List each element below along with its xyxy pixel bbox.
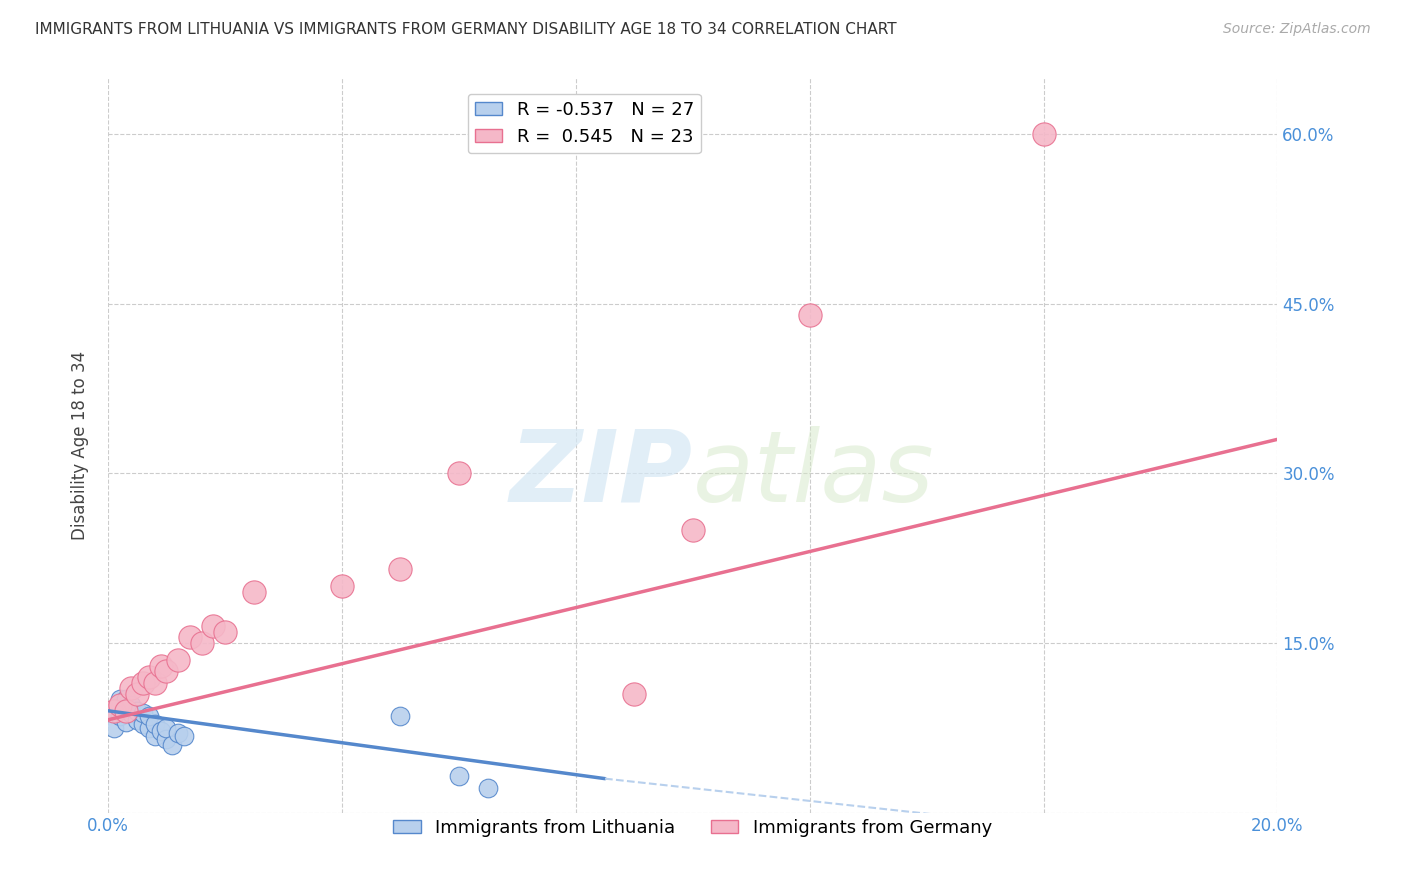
Point — [108, 692, 131, 706]
Point — [173, 729, 195, 743]
Point — [179, 630, 201, 644]
Point — [167, 653, 190, 667]
Point — [682, 523, 704, 537]
Text: Source: ZipAtlas.com: Source: ZipAtlas.com — [1223, 22, 1371, 37]
Text: IMMIGRANTS FROM LITHUANIA VS IMMIGRANTS FROM GERMANY DISABILITY AGE 18 TO 34 COR: IMMIGRANTS FROM LITHUANIA VS IMMIGRANTS … — [35, 22, 897, 37]
Point — [103, 704, 125, 718]
Point — [132, 717, 155, 731]
Point — [799, 308, 821, 322]
Point — [138, 721, 160, 735]
Point — [155, 664, 177, 678]
Point — [103, 704, 125, 718]
Point — [138, 670, 160, 684]
Y-axis label: Disability Age 18 to 34: Disability Age 18 to 34 — [72, 351, 89, 540]
Text: ZIP: ZIP — [510, 425, 693, 523]
Point — [108, 698, 131, 713]
Point — [120, 706, 142, 720]
Point — [330, 579, 353, 593]
Text: atlas: atlas — [693, 425, 935, 523]
Point — [114, 692, 136, 706]
Point — [623, 687, 645, 701]
Point — [447, 467, 470, 481]
Point — [114, 701, 136, 715]
Point — [167, 726, 190, 740]
Point — [389, 709, 412, 723]
Point — [114, 704, 136, 718]
Point — [127, 687, 149, 701]
Point — [162, 738, 184, 752]
Point — [108, 709, 131, 723]
Point — [149, 658, 172, 673]
Point — [132, 675, 155, 690]
Point — [149, 724, 172, 739]
Point — [143, 717, 166, 731]
Point — [138, 709, 160, 723]
Point — [447, 769, 470, 783]
Point — [202, 619, 225, 633]
Point — [132, 706, 155, 720]
Point — [155, 721, 177, 735]
Point — [214, 624, 236, 639]
Legend: Immigrants from Lithuania, Immigrants from Germany: Immigrants from Lithuania, Immigrants fr… — [387, 812, 1000, 844]
Point — [190, 636, 212, 650]
Point — [120, 698, 142, 713]
Point — [389, 562, 412, 576]
Point — [127, 713, 149, 727]
Point — [477, 780, 499, 795]
Point — [155, 732, 177, 747]
Point — [120, 681, 142, 695]
Point — [127, 704, 149, 718]
Point — [143, 675, 166, 690]
Point — [143, 729, 166, 743]
Point — [243, 585, 266, 599]
Point — [103, 721, 125, 735]
Point — [114, 715, 136, 730]
Point — [1032, 127, 1054, 141]
Point — [108, 698, 131, 713]
